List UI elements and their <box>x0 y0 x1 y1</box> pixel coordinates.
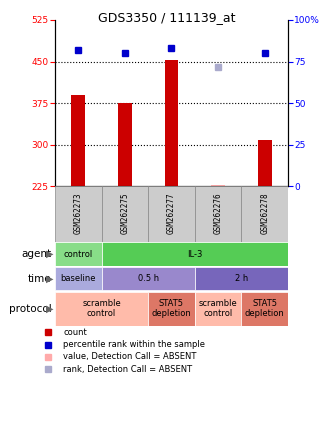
Bar <box>55 186 102 242</box>
Text: GSM262273: GSM262273 <box>74 192 83 234</box>
Text: ▶: ▶ <box>46 304 53 313</box>
Text: baseline: baseline <box>61 274 96 283</box>
Text: GSM262278: GSM262278 <box>260 192 269 234</box>
Bar <box>211 185 225 186</box>
Bar <box>118 103 132 186</box>
Text: agent: agent <box>22 249 52 259</box>
Bar <box>71 95 85 186</box>
Bar <box>241 186 288 242</box>
Text: protocol: protocol <box>9 304 52 313</box>
Text: percentile rank within the sample: percentile rank within the sample <box>63 340 205 349</box>
Bar <box>55 267 102 290</box>
Text: ▶: ▶ <box>46 274 53 284</box>
Bar <box>102 242 288 266</box>
Bar <box>148 292 195 325</box>
Bar <box>102 267 195 290</box>
Bar <box>148 186 195 242</box>
Text: scramble
control: scramble control <box>199 299 237 318</box>
Text: GDS3350 / 111139_at: GDS3350 / 111139_at <box>98 11 235 24</box>
Text: GSM262275: GSM262275 <box>120 192 130 234</box>
Bar <box>195 186 241 242</box>
Bar <box>195 292 241 325</box>
Text: 2 h: 2 h <box>235 274 248 283</box>
Text: value, Detection Call = ABSENT: value, Detection Call = ABSENT <box>63 353 197 361</box>
Bar <box>102 186 148 242</box>
Bar <box>195 267 288 290</box>
Text: ▶: ▶ <box>46 249 53 259</box>
Bar <box>241 292 288 325</box>
Text: count: count <box>63 328 87 337</box>
Bar <box>55 292 148 325</box>
Bar <box>165 60 178 186</box>
Text: time: time <box>28 274 52 284</box>
Text: STAT5
depletion: STAT5 depletion <box>152 299 191 318</box>
Bar <box>55 242 102 266</box>
Text: control: control <box>64 250 93 259</box>
Text: GSM262277: GSM262277 <box>167 192 176 234</box>
Text: scramble
control: scramble control <box>82 299 121 318</box>
Text: GSM262276: GSM262276 <box>213 192 223 234</box>
Text: STAT5
depletion: STAT5 depletion <box>245 299 285 318</box>
Text: IL-3: IL-3 <box>187 250 202 259</box>
Text: rank, Detection Call = ABSENT: rank, Detection Call = ABSENT <box>63 365 192 373</box>
Text: 0.5 h: 0.5 h <box>138 274 159 283</box>
Bar <box>258 140 272 186</box>
